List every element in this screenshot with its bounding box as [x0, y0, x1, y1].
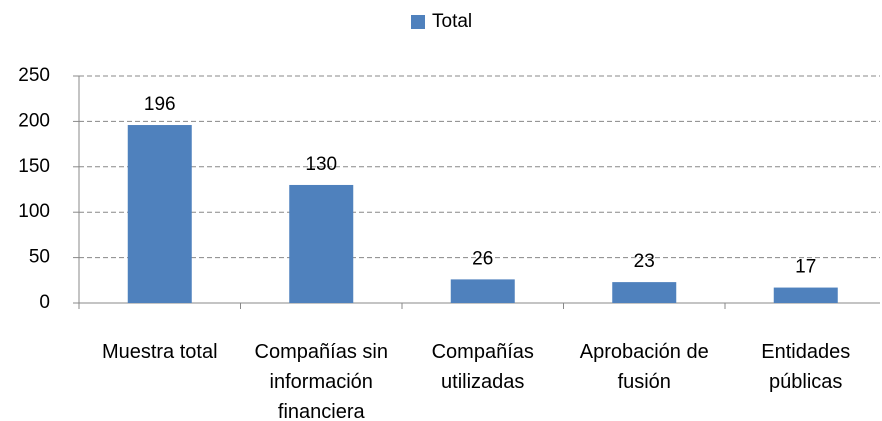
y-tick-label: 50: [29, 247, 50, 268]
x-tick-label: Entidades públicas: [761, 341, 851, 393]
y-tick-label: 200: [18, 110, 50, 131]
y-tick-label: 250: [18, 65, 50, 86]
bar: [289, 184, 354, 303]
legend-swatch: [411, 15, 425, 29]
y-tick-label: 0: [39, 292, 50, 313]
value-label: 196: [144, 94, 176, 115]
value-label: 17: [795, 257, 816, 278]
bar: [612, 282, 677, 303]
x-tick-label: Muestra total: [101, 341, 218, 363]
x-tick-label: Compañías sin información financiera: [254, 341, 388, 421]
x-tick-label: Aprobación de fusión: [579, 341, 709, 393]
value-label: 130: [305, 154, 337, 175]
y-tick-label: 100: [18, 201, 50, 222]
legend-label: Total: [432, 11, 472, 32]
x-tick-label: Compañías utilizadas: [431, 341, 534, 393]
value-label: 26: [472, 248, 493, 269]
bar: [450, 279, 515, 303]
value-label: 23: [634, 251, 655, 272]
bar: [773, 287, 838, 303]
y-tick-label: 150: [18, 156, 50, 177]
bar: [127, 125, 192, 303]
